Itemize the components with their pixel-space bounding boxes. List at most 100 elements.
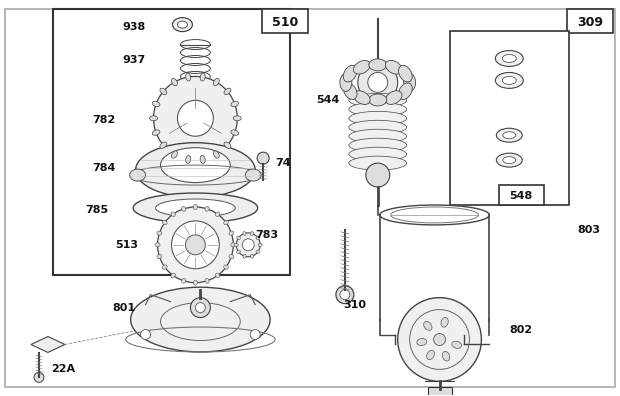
Bar	[262, 9, 308, 32]
Ellipse shape	[250, 232, 254, 235]
Ellipse shape	[155, 243, 160, 247]
Text: 801: 801	[112, 303, 136, 312]
Ellipse shape	[340, 73, 352, 91]
Ellipse shape	[427, 350, 435, 360]
Ellipse shape	[161, 148, 230, 183]
Text: 74: 74	[275, 158, 291, 168]
Text: 784: 784	[92, 163, 116, 173]
Ellipse shape	[160, 142, 167, 148]
Text: 938: 938	[122, 22, 146, 32]
Text: ©ReplacementParts.com: ©ReplacementParts.com	[244, 215, 376, 225]
Ellipse shape	[417, 339, 427, 346]
Ellipse shape	[386, 60, 402, 74]
Ellipse shape	[502, 76, 516, 84]
Circle shape	[366, 163, 390, 187]
Ellipse shape	[237, 236, 241, 240]
Ellipse shape	[193, 204, 197, 209]
Ellipse shape	[495, 51, 523, 67]
Circle shape	[433, 333, 446, 345]
Ellipse shape	[502, 55, 516, 63]
Ellipse shape	[162, 221, 167, 225]
Ellipse shape	[213, 151, 219, 158]
Ellipse shape	[182, 278, 186, 283]
Ellipse shape	[246, 169, 261, 181]
Ellipse shape	[256, 250, 260, 253]
Ellipse shape	[231, 243, 236, 247]
Circle shape	[242, 239, 254, 251]
Ellipse shape	[349, 156, 407, 170]
Circle shape	[185, 235, 205, 255]
Ellipse shape	[182, 206, 186, 211]
Bar	[315, 9, 572, 354]
Ellipse shape	[243, 232, 246, 235]
Text: 309: 309	[577, 16, 603, 29]
Ellipse shape	[423, 322, 432, 330]
Text: 310: 310	[343, 300, 366, 310]
Text: 802: 802	[509, 325, 533, 335]
Ellipse shape	[224, 221, 228, 225]
Circle shape	[154, 76, 237, 160]
Ellipse shape	[162, 265, 167, 269]
Circle shape	[141, 329, 151, 339]
Ellipse shape	[133, 193, 258, 223]
Bar	[499, 185, 544, 205]
Text: 785: 785	[86, 205, 108, 215]
Ellipse shape	[452, 341, 461, 348]
Ellipse shape	[172, 18, 192, 32]
Ellipse shape	[205, 278, 209, 283]
Circle shape	[34, 372, 44, 383]
Text: 544: 544	[317, 95, 340, 105]
Ellipse shape	[171, 273, 175, 278]
Ellipse shape	[172, 151, 177, 158]
Ellipse shape	[497, 128, 522, 142]
Ellipse shape	[177, 21, 187, 28]
Ellipse shape	[404, 73, 415, 91]
Ellipse shape	[349, 93, 407, 107]
Circle shape	[195, 303, 205, 312]
Ellipse shape	[349, 147, 407, 161]
Ellipse shape	[243, 254, 246, 258]
Ellipse shape	[234, 243, 238, 246]
Ellipse shape	[131, 287, 270, 352]
Ellipse shape	[380, 205, 489, 225]
Ellipse shape	[369, 94, 387, 106]
Ellipse shape	[343, 83, 357, 99]
Text: 513: 513	[115, 240, 139, 250]
Ellipse shape	[213, 78, 219, 86]
Ellipse shape	[497, 153, 522, 167]
Ellipse shape	[216, 273, 220, 278]
Ellipse shape	[442, 351, 450, 361]
Bar	[567, 9, 613, 32]
Ellipse shape	[503, 157, 516, 164]
Ellipse shape	[172, 78, 177, 86]
Ellipse shape	[349, 111, 407, 125]
Ellipse shape	[353, 60, 370, 74]
Bar	[450, 30, 569, 205]
Ellipse shape	[224, 265, 228, 269]
Ellipse shape	[349, 138, 407, 152]
Text: 783: 783	[255, 230, 278, 240]
Ellipse shape	[185, 156, 191, 164]
Circle shape	[236, 233, 260, 257]
Ellipse shape	[200, 73, 205, 81]
Ellipse shape	[258, 243, 262, 246]
Ellipse shape	[369, 59, 387, 71]
Ellipse shape	[349, 102, 407, 116]
Ellipse shape	[157, 231, 162, 235]
Ellipse shape	[441, 318, 448, 327]
Circle shape	[157, 207, 233, 283]
Bar	[428, 387, 451, 396]
Ellipse shape	[205, 206, 209, 211]
Ellipse shape	[353, 91, 370, 105]
Circle shape	[397, 298, 481, 381]
Ellipse shape	[171, 212, 175, 217]
Ellipse shape	[349, 120, 407, 134]
Ellipse shape	[233, 116, 241, 121]
Ellipse shape	[216, 212, 220, 217]
Circle shape	[336, 286, 354, 304]
Circle shape	[172, 221, 219, 269]
Ellipse shape	[224, 142, 231, 148]
Ellipse shape	[160, 88, 167, 95]
Ellipse shape	[185, 73, 191, 81]
Ellipse shape	[237, 250, 241, 253]
